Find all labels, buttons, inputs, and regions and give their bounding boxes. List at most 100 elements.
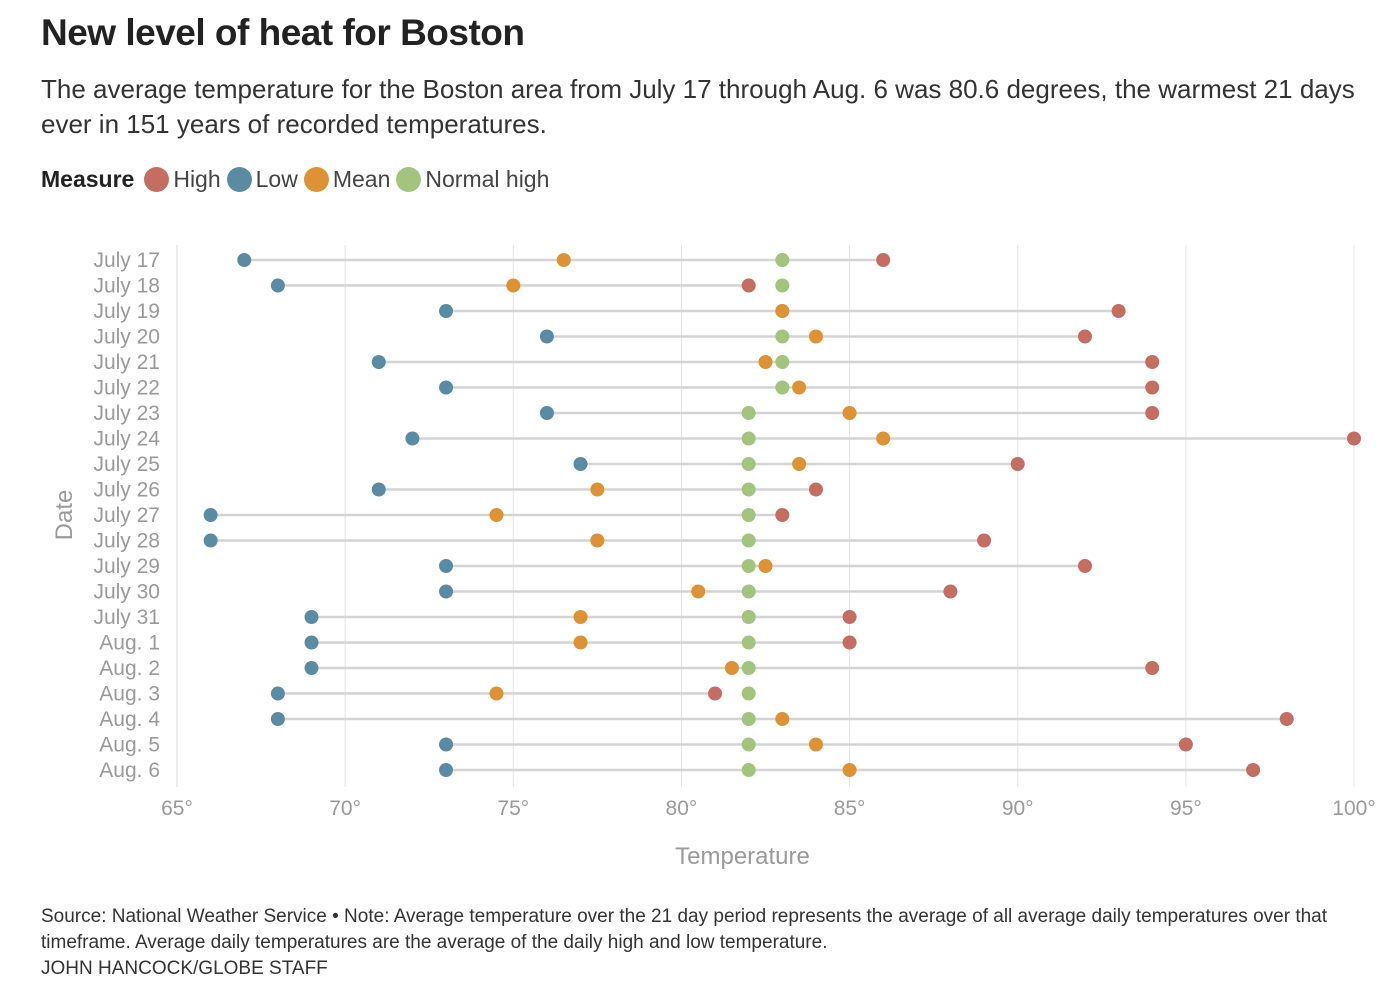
mean-point	[573, 610, 588, 624]
low-point	[203, 508, 218, 522]
high-point	[1077, 559, 1092, 573]
legend-item-high: High	[144, 166, 221, 193]
high-point	[708, 686, 723, 701]
mean-point	[792, 457, 807, 471]
y-tick-label: July 29	[93, 555, 160, 578]
y-tick-label: July 21	[93, 351, 160, 374]
mean-point	[590, 533, 605, 548]
normal-high-point	[741, 406, 756, 420]
y-tick-label: July 28	[93, 530, 160, 553]
mean-point	[758, 559, 773, 573]
dumbbell-chart: 65° 70° 75° 80° 85° 90° 95° 100° Temperature Date…	[51, 245, 1376, 870]
normal-high-point	[741, 533, 756, 548]
high-point	[842, 610, 857, 624]
x-tick-label: 65°	[161, 797, 193, 820]
mean-point	[808, 329, 823, 344]
y-tick-label: Aug. 4	[99, 708, 160, 731]
high-point	[1178, 737, 1193, 752]
mean-point	[775, 712, 790, 726]
legend-title: Measure	[41, 166, 135, 192]
mean-point	[506, 278, 521, 293]
legend-swatch-low	[226, 167, 252, 192]
mean-point	[573, 635, 588, 650]
normal-high-point	[741, 431, 756, 446]
mean-point	[489, 686, 504, 701]
normal-high-point	[741, 635, 756, 650]
low-point	[439, 380, 454, 395]
mean-point	[556, 253, 571, 267]
low-point	[270, 278, 285, 293]
low-point	[304, 635, 319, 650]
y-tick-label: Aug. 6	[99, 759, 160, 782]
high-point	[1145, 355, 1160, 369]
low-point	[439, 584, 454, 599]
mean-point	[691, 584, 706, 599]
legend-swatch-mean	[303, 167, 329, 192]
y-tick-label: July 18	[93, 275, 160, 298]
high-point	[1111, 304, 1126, 318]
mean-point	[842, 406, 857, 420]
low-point	[304, 661, 319, 675]
low-point	[539, 406, 554, 420]
y-tick-label: July 17	[93, 249, 160, 272]
y-tick-label: Aug. 2	[99, 657, 160, 680]
high-point	[1145, 380, 1160, 395]
low-point	[371, 355, 386, 369]
mean-point	[724, 661, 739, 675]
legend-item-normal-high: Normal high	[396, 166, 549, 193]
mean-point	[590, 482, 605, 497]
low-point	[439, 763, 454, 777]
mean-point	[489, 508, 504, 522]
high-point	[943, 584, 958, 599]
high-point	[741, 278, 756, 293]
high-point	[842, 635, 857, 650]
normal-high-point	[741, 737, 756, 752]
low-point	[371, 482, 386, 497]
legend-swatch-normal-high	[396, 167, 422, 192]
normal-high-point	[775, 380, 790, 395]
y-axis-title: Date	[51, 490, 78, 541]
y-tick-label: July 20	[93, 326, 160, 349]
legend-label-high: High	[173, 166, 221, 192]
high-point	[808, 482, 823, 497]
x-axis-title: Temperature	[675, 843, 810, 870]
low-point	[573, 457, 588, 471]
y-tick-label: July 22	[93, 377, 160, 400]
x-tick-label: 100°	[1332, 797, 1375, 820]
normal-high-point	[741, 508, 756, 522]
y-tick-label: July 31	[93, 606, 160, 629]
normal-high-point	[775, 253, 790, 267]
normal-high-point	[741, 686, 756, 701]
low-point	[439, 304, 454, 318]
y-tick-label: July 23	[93, 402, 160, 425]
x-tick-label: 90°	[1002, 797, 1034, 820]
chart-footer: Source: National Weather Service • Note:…	[41, 904, 1361, 982]
y-tick-label: Aug. 1	[99, 632, 160, 655]
high-point	[775, 508, 790, 522]
source-note: Source: National Weather Service • Note:…	[41, 906, 1328, 953]
y-tick-label: July 30	[93, 581, 160, 604]
mean-point	[775, 304, 790, 318]
low-point	[203, 533, 218, 548]
mean-point	[758, 355, 773, 369]
high-point	[1145, 406, 1160, 420]
y-tick-label: July 19	[93, 300, 160, 323]
normal-high-point	[741, 457, 756, 471]
credit-line: JOHN HANCOCK/GLOBE STAFF	[41, 958, 328, 979]
normal-high-point	[741, 610, 756, 624]
y-tick-label: July 24	[93, 428, 160, 451]
normal-high-point	[741, 712, 756, 726]
high-point	[876, 253, 891, 267]
legend-item-low: Low	[226, 166, 298, 193]
low-point	[439, 559, 454, 573]
high-point	[1010, 457, 1025, 471]
normal-high-point	[775, 278, 790, 293]
low-point	[270, 686, 285, 701]
high-point	[1145, 661, 1160, 675]
mean-point	[792, 380, 807, 395]
normal-high-point	[741, 559, 756, 573]
chart-title: New level of heat for Boston	[41, 12, 525, 53]
low-point	[539, 329, 554, 344]
high-point	[1246, 763, 1261, 777]
high-point	[1347, 431, 1361, 446]
